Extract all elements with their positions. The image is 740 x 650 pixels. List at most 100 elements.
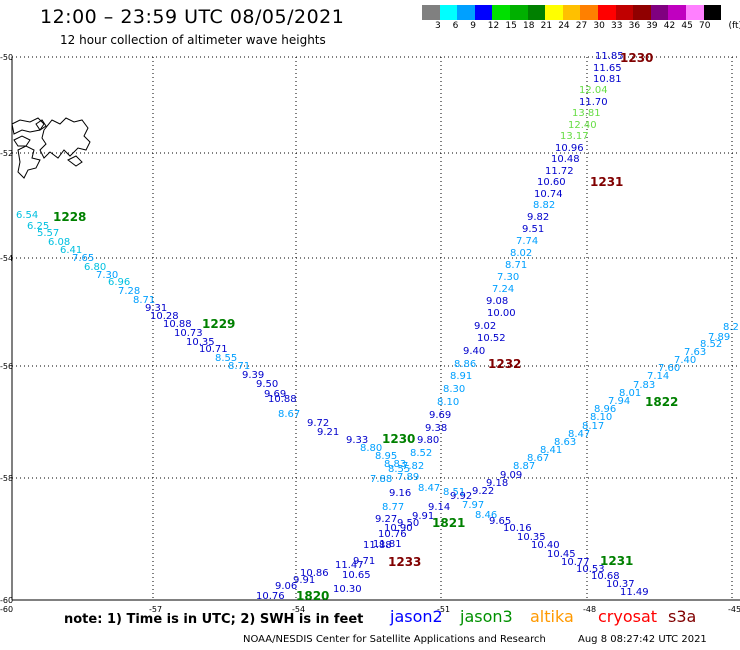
- wave-height-value: 9.72: [307, 418, 329, 429]
- legend-swatch: [703, 5, 722, 20]
- lon-tick-label: -54: [292, 605, 305, 614]
- wave-height-value: 7.97: [462, 500, 484, 511]
- legend-label: 45: [681, 21, 693, 31]
- lon-tick-label: -57: [149, 605, 162, 614]
- wave-height-value: 10.90: [384, 523, 413, 534]
- track-time-label: 1231: [600, 554, 633, 568]
- legend-label: 3: [435, 21, 441, 31]
- wave-height-value: 8.52: [410, 448, 432, 459]
- wave-height-value: 10.35: [186, 337, 215, 348]
- wave-height-value: 12.40: [568, 120, 597, 131]
- wave-height-value: 10.65: [342, 570, 371, 581]
- wave-height-value: 9.33: [346, 435, 368, 446]
- wave-height-value: 5.57: [37, 228, 59, 239]
- wave-height-value: 7.94: [608, 396, 630, 407]
- wave-height-value: 10.37: [606, 579, 635, 590]
- legend-label: 30: [593, 21, 605, 31]
- wave-height-value: 8.87: [513, 461, 535, 472]
- legend-swatch: [492, 5, 510, 20]
- wave-height-value: 8.86: [454, 359, 476, 370]
- track-time-label: 1230: [620, 51, 653, 65]
- wave-height-value: 8.71: [505, 260, 527, 271]
- wave-height-value: 9.09: [500, 470, 522, 481]
- wave-height-value: 8.10: [437, 397, 459, 408]
- wave-height-value: 8.51: [443, 487, 465, 498]
- legend-label: 21: [540, 21, 553, 31]
- wave-height-value: 10.16: [503, 523, 532, 534]
- wave-height-value: 8.30: [443, 384, 465, 395]
- wave-height-value: 9.80: [417, 435, 439, 446]
- wave-height-value: 10.52: [477, 333, 506, 344]
- wave-height-value: 8.80: [360, 443, 382, 454]
- legend-label: 70: [699, 21, 711, 31]
- lat-tick-label: -52: [0, 149, 13, 158]
- wave-height-value: 8.55: [215, 353, 237, 364]
- legend-swatch: [580, 5, 598, 20]
- wave-height-value: 9.21: [317, 427, 339, 438]
- legend-label: 27: [575, 21, 588, 31]
- wave-height-value: 7.74: [516, 236, 538, 247]
- wave-height-value: 13.17: [560, 131, 589, 142]
- track-time-label: 1229: [202, 317, 235, 331]
- lat-tick-label: -56: [0, 362, 13, 371]
- track-time-label: 1820: [296, 589, 329, 603]
- wave-height-value: 6.80: [84, 262, 106, 273]
- credit-line: NOAA/NESDIS Center for Satellite Applica…: [243, 634, 546, 645]
- wave-height-value: 7.30: [497, 272, 519, 283]
- lat-tick-label: -58: [0, 474, 13, 483]
- wave-height-value: 9.38: [425, 423, 447, 434]
- map-subtitle: 12 hour collection of altimeter wave hei…: [60, 33, 326, 47]
- legend-swatch: [439, 5, 458, 20]
- wave-height-value: 7.88: [370, 474, 392, 485]
- wave-height-value: 8.47: [418, 483, 440, 494]
- legend-label: 33: [611, 21, 623, 31]
- wave-height-value: 8.55: [388, 464, 410, 475]
- wave-height-value: 8.63: [554, 437, 576, 448]
- wave-height-value: 8.01: [619, 388, 641, 399]
- legend-label: 24: [558, 21, 570, 31]
- wave-height-value: 13.81: [572, 108, 601, 119]
- wave-height-value: 10.30: [333, 584, 362, 595]
- mission-altika: altika: [530, 607, 574, 626]
- color-scale-legend: [422, 5, 722, 20]
- wave-height-value: 6.96: [108, 277, 130, 288]
- wave-height-value: 9.14: [428, 502, 450, 513]
- wave-height-value: 10.88: [163, 319, 192, 330]
- wave-height-value: 8.41: [540, 445, 562, 456]
- wave-height-value: 8.52: [700, 339, 722, 350]
- legend-label: 39: [646, 21, 658, 31]
- wave-height-value: 9.16: [389, 488, 411, 499]
- wave-height-value: 10.45: [547, 549, 576, 560]
- legend-swatch: [597, 5, 616, 20]
- wave-height-value: 7.60: [658, 363, 680, 374]
- wave-height-value: 8.02: [510, 248, 532, 259]
- wave-height-value: 8.71: [133, 295, 155, 306]
- lon-tick-label: -45: [728, 605, 740, 614]
- wave-height-value: 10.77: [561, 557, 590, 568]
- legend-swatch: [509, 5, 528, 20]
- wave-height-value: 10.86: [300, 568, 329, 579]
- wave-height-value: 7.65: [72, 253, 94, 264]
- legend-swatch: [457, 5, 475, 20]
- wave-height-value: 9.08: [486, 296, 508, 307]
- track-time-label: 1233: [388, 555, 421, 569]
- wave-height-value: 10.96: [555, 143, 584, 154]
- legend-label: 42: [663, 21, 676, 31]
- wave-height-value: 6.54: [16, 210, 38, 221]
- wave-height-value: 10.40: [531, 540, 560, 551]
- wave-height-value: 8.67: [278, 409, 300, 420]
- wave-height-value: 8.91: [450, 371, 472, 382]
- wave-height-value: 9.91: [412, 511, 434, 522]
- legend-swatch: [474, 5, 493, 20]
- wave-height-value: 10.81: [593, 74, 622, 85]
- footer-note: note: 1) Time is in UTC; 2) SWH is in fe…: [64, 612, 364, 627]
- wave-height-value: 9.22: [472, 486, 494, 497]
- mission-cryosat: cryosat: [598, 607, 658, 626]
- wave-height-value: 11.49: [620, 587, 649, 598]
- wave-height-value: 11.47: [335, 560, 364, 571]
- wave-height-value: 9.92: [450, 491, 472, 502]
- wave-height-value: 8.46: [475, 510, 497, 521]
